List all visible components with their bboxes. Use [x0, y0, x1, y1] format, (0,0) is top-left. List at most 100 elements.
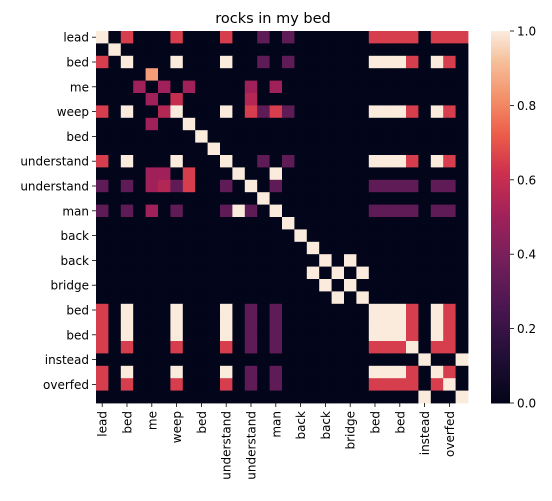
heatmap-cell — [418, 365, 432, 379]
heatmap-cell — [418, 241, 432, 255]
heatmap-cell — [244, 316, 258, 329]
colorbar-segment — [491, 60, 510, 64]
heatmap-cell — [319, 266, 332, 280]
heatmap-cell — [319, 105, 332, 119]
heatmap-cell — [294, 55, 308, 69]
heatmap-cell — [120, 31, 134, 44]
heatmap-cell — [257, 341, 270, 354]
colorbar-segment — [491, 397, 510, 400]
heatmap-cell — [269, 80, 283, 94]
heatmap-cell — [381, 80, 394, 94]
heatmap-cell — [430, 341, 444, 354]
heatmap-cell — [356, 390, 370, 404]
heatmap-cell — [344, 303, 357, 317]
heatmap-cell — [96, 353, 109, 367]
heatmap-cell — [393, 328, 407, 342]
heatmap-cell — [120, 55, 134, 69]
heatmap-cell — [133, 179, 146, 193]
heatmap-cell — [220, 365, 233, 379]
heatmap-cell — [455, 68, 469, 81]
heatmap-cell — [294, 167, 308, 181]
heatmap-cell — [269, 378, 283, 391]
heatmap-cell — [195, 80, 208, 94]
y-tick-label: bed — [66, 130, 89, 144]
heatmap-cell — [368, 204, 382, 218]
heatmap-cell — [393, 303, 407, 317]
heatmap-cell — [108, 192, 122, 205]
heatmap-cell — [430, 303, 444, 317]
colorbar-segment — [491, 153, 510, 157]
heatmap-cell — [257, 204, 270, 218]
heatmap-cell — [182, 365, 196, 379]
heatmap-cell — [393, 291, 407, 305]
colorbar-segment — [491, 257, 510, 261]
heatmap-cell — [319, 179, 332, 193]
heatmap-cell — [120, 80, 134, 94]
heatmap-cell — [133, 55, 146, 69]
heatmap-cell — [269, 279, 283, 292]
heatmap-cell — [120, 142, 134, 156]
heatmap-cell — [344, 43, 357, 57]
heatmap-cell — [232, 241, 246, 255]
heatmap-cell — [133, 93, 146, 106]
heatmap-cell — [443, 316, 456, 329]
heatmap-cell — [455, 328, 469, 342]
heatmap-cell — [430, 291, 444, 305]
heatmap-cell — [207, 142, 221, 156]
heatmap-cell — [443, 155, 456, 168]
heatmap-cell — [282, 217, 295, 230]
heatmap-cell — [158, 68, 171, 81]
heatmap-cell — [207, 68, 221, 81]
y-tick-label: bed — [66, 328, 89, 342]
heatmap-cell — [368, 167, 382, 181]
heatmap-cell — [108, 353, 122, 367]
heatmap-cell — [368, 68, 382, 81]
colorbar-segment — [491, 190, 510, 194]
heatmap-cell — [381, 291, 394, 305]
heatmap-cell — [294, 179, 308, 193]
heatmap-cell — [220, 167, 233, 181]
heatmap-cell — [195, 279, 208, 292]
heatmap-cell — [269, 229, 283, 243]
heatmap-cell — [257, 155, 270, 168]
heatmap-cell — [170, 105, 184, 119]
heatmap-cell — [170, 130, 184, 143]
heatmap-cell — [455, 93, 469, 106]
heatmap-cell — [368, 31, 382, 44]
heatmap-cell — [418, 303, 432, 317]
colorbar-segment — [491, 360, 510, 363]
heatmap-cell — [96, 43, 109, 57]
heatmap-cell — [356, 365, 370, 379]
heatmap-cell — [368, 80, 382, 94]
heatmap-cell — [430, 266, 444, 280]
heatmap-cell — [331, 117, 345, 131]
heatmap-cell — [294, 192, 308, 205]
colorbar-segment — [491, 283, 510, 287]
heatmap-cell — [430, 328, 444, 342]
heatmap-cell — [158, 155, 171, 168]
heatmap-cell — [158, 328, 171, 342]
heatmap-cell — [430, 241, 444, 255]
heatmap-cell — [306, 130, 320, 143]
heatmap-cell — [282, 353, 295, 367]
colorbar-segment — [491, 187, 510, 190]
colorbar-segment — [491, 276, 510, 279]
heatmap-cell — [381, 167, 394, 181]
heatmap-cell — [220, 204, 233, 218]
heatmap-cell — [368, 130, 382, 143]
heatmap-cell — [443, 179, 456, 193]
heatmap-cell — [356, 130, 370, 143]
heatmap-cell — [381, 279, 394, 292]
colorbar-segment — [491, 112, 510, 116]
heatmap-cell — [120, 167, 134, 181]
heatmap-cell — [195, 365, 208, 379]
heatmap-cell — [356, 31, 370, 44]
heatmap-cell — [294, 105, 308, 119]
heatmap-cell — [381, 179, 394, 193]
heatmap-cell — [133, 241, 146, 255]
heatmap-cell — [195, 241, 208, 255]
colorbar — [491, 31, 510, 404]
colorbar-segment — [491, 49, 510, 52]
heatmap-cell — [306, 217, 320, 230]
heatmap-cell — [306, 55, 320, 69]
